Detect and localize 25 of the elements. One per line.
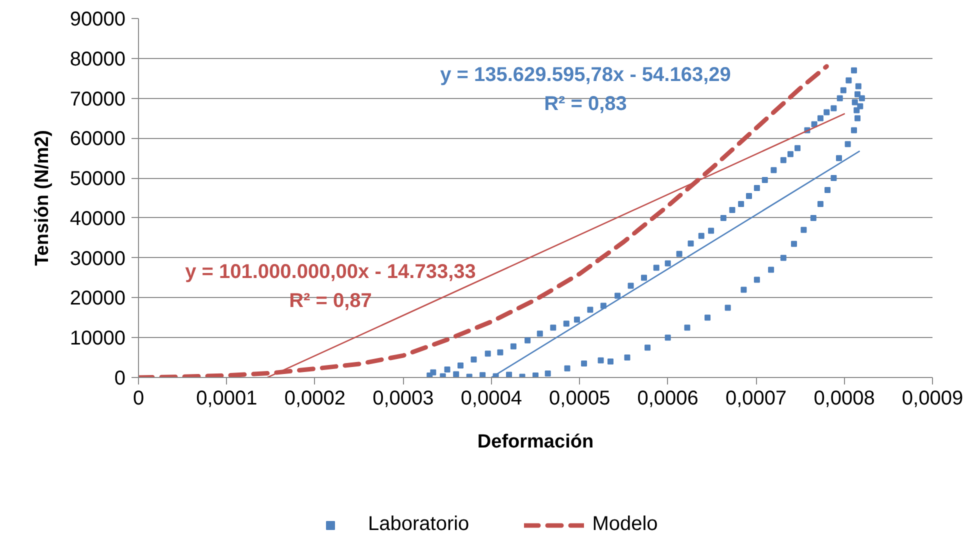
y-tick-label: 10000 (70, 328, 126, 350)
annotation: y = 135.629.595,78x - 54.163,29 R² = 0,83 (440, 64, 731, 115)
x-tick-label: 0 (132, 388, 144, 410)
y-tick-label: 80000 (70, 48, 126, 70)
x-tick-label: 0,0007 (725, 388, 787, 410)
x-axis-title: Deformación (477, 432, 594, 452)
y-tick-label: 40000 (70, 208, 126, 230)
legend-label: Laboratorio (368, 513, 470, 536)
y-tick-label: 30000 (70, 248, 126, 270)
y-tick-label: 50000 (70, 168, 126, 190)
y-tick-label: 70000 (70, 88, 126, 110)
y-tick-label: 0 (114, 368, 126, 390)
y-tick-label: 20000 (70, 288, 126, 310)
x-tick-label: 0,0004 (460, 388, 522, 410)
legend-label: Modelo (592, 513, 658, 536)
y-tick-label: 90000 (70, 8, 126, 30)
x-tick-label: 0,0005 (549, 388, 610, 410)
x-tick-label: 0,0006 (637, 388, 698, 410)
y-axis-title: Tensión (N/m2) (32, 130, 53, 266)
x-tick-label: 0,0008 (814, 388, 875, 410)
x-tick-label: 0,0002 (284, 388, 346, 410)
x-tick-label: 0,0009 (902, 388, 964, 410)
x-tick-label: 0,0003 (372, 388, 434, 410)
x-tick-label: 0,0001 (196, 388, 258, 410)
y-tick-label: 60000 (70, 128, 126, 150)
